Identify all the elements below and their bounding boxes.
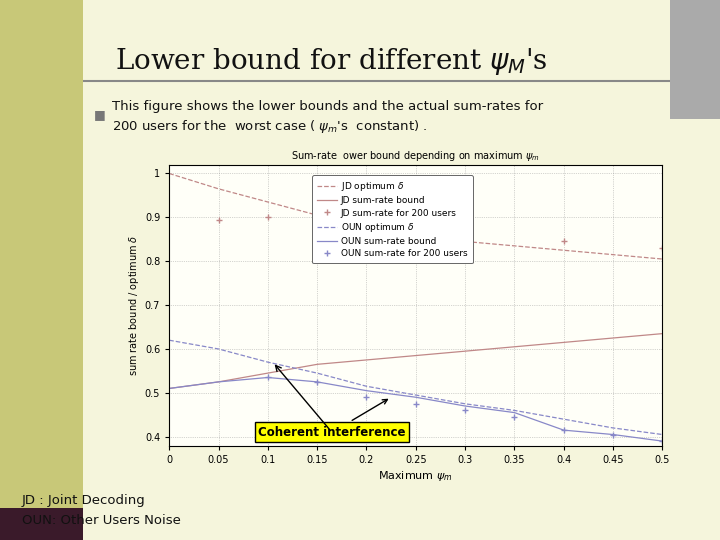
OUN sum-rate bound: [312, 379, 321, 385]
OUN sum-rate for 200 users: [608, 431, 617, 438]
OUN optimum $\delta$: [412, 392, 420, 399]
JD sum-rate bound: [264, 370, 272, 376]
JD optimum $\delta$: [362, 223, 371, 230]
JD optimum $\delta$: [559, 247, 568, 253]
JD optimum $\delta$: [165, 170, 174, 177]
Line: OUN sum-rate bound: OUN sum-rate bound: [169, 377, 662, 441]
OUN sum-rate bound: [658, 438, 667, 444]
OUN sum-rate bound: [559, 427, 568, 434]
Line: JD optimum $\delta$: JD optimum $\delta$: [169, 173, 662, 259]
OUN optimum $\delta$: [559, 416, 568, 422]
Legend: JD optimum $\delta$, JD sum-rate bound, JD sum-rate for 200 users, OUN optimum $: JD optimum $\delta$, JD sum-rate bound, …: [312, 175, 473, 264]
JD sum-rate bound: [312, 361, 321, 368]
Text: OUN: Other Users Noise: OUN: Other Users Noise: [22, 514, 181, 527]
JD optimum $\delta$: [312, 212, 321, 218]
OUN sum-rate for 200 users: [461, 407, 469, 414]
OUN optimum $\delta$: [362, 383, 371, 389]
Title: Sum-rate  ower bound depending on maximum $\psi_m$: Sum-rate ower bound depending on maximum…: [292, 149, 540, 163]
OUN sum-rate bound: [215, 379, 223, 385]
JD optimum $\delta$: [461, 238, 469, 245]
OUN sum-rate bound: [165, 385, 174, 392]
X-axis label: Maximum $\psi_m$: Maximum $\psi_m$: [379, 469, 453, 483]
OUN sum-rate for 200 users: [510, 414, 518, 420]
JD sum-rate for 200 users: [215, 217, 223, 223]
OUN sum-rate for 200 users: [412, 401, 420, 407]
OUN sum-rate bound: [461, 403, 469, 409]
JD sum-rate bound: [658, 330, 667, 337]
JD sum-rate for 200 users: [658, 245, 667, 251]
JD sum-rate for 200 users: [264, 214, 272, 220]
JD sum-rate for 200 users: [362, 217, 371, 223]
JD sum-rate bound: [165, 385, 174, 392]
JD sum-rate for 200 users: [461, 230, 469, 236]
OUN optimum $\delta$: [461, 401, 469, 407]
JD sum-rate bound: [608, 335, 617, 341]
OUN sum-rate for 200 users: [559, 427, 568, 434]
JD sum-rate bound: [362, 357, 371, 363]
JD sum-rate bound: [559, 339, 568, 346]
OUN sum-rate bound: [412, 394, 420, 401]
JD optimum $\delta$: [412, 232, 420, 238]
JD optimum $\delta$: [608, 252, 617, 258]
JD sum-rate bound: [510, 343, 518, 350]
JD sum-rate bound: [461, 348, 469, 354]
Line: OUN optimum $\delta$: OUN optimum $\delta$: [169, 340, 662, 435]
OUN optimum $\delta$: [658, 431, 667, 438]
OUN optimum $\delta$: [264, 359, 272, 366]
Line: JD sum-rate bound: JD sum-rate bound: [169, 334, 662, 388]
JD sum-rate bound: [215, 379, 223, 385]
JD optimum $\delta$: [215, 186, 223, 192]
OUN optimum $\delta$: [165, 337, 174, 343]
Text: JD : Joint Decoding: JD : Joint Decoding: [22, 494, 145, 507]
OUN sum-rate bound: [510, 409, 518, 416]
OUN sum-rate for 200 users: [264, 374, 272, 381]
OUN optimum $\delta$: [608, 424, 617, 431]
OUN sum-rate bound: [264, 374, 272, 381]
Y-axis label: sum rate bound / optimum $\delta$: sum rate bound / optimum $\delta$: [127, 234, 140, 376]
OUN sum-rate for 200 users: [658, 438, 667, 444]
JD optimum $\delta$: [658, 256, 667, 262]
Line: OUN sum-rate for 200 users: OUN sum-rate for 200 users: [264, 374, 666, 444]
OUN optimum $\delta$: [215, 346, 223, 352]
Line: JD sum-rate for 200 users: JD sum-rate for 200 users: [215, 214, 666, 252]
Text: This figure shows the lower bounds and the actual sum-rates for: This figure shows the lower bounds and t…: [112, 100, 543, 113]
OUN sum-rate bound: [608, 431, 617, 438]
Text: ■: ■: [94, 108, 105, 121]
JD sum-rate bound: [412, 352, 420, 359]
JD optimum $\delta$: [510, 242, 518, 249]
OUN sum-rate for 200 users: [362, 394, 371, 401]
OUN optimum $\delta$: [510, 407, 518, 414]
JD sum-rate for 200 users: [559, 238, 568, 245]
Text: 200 users for the  worst case ( $\psi_m$'s  constant) .: 200 users for the worst case ( $\psi_m$'…: [112, 118, 427, 134]
OUN sum-rate bound: [362, 387, 371, 394]
Text: Lower bound for different $\psi_M$'s: Lower bound for different $\psi_M$'s: [115, 46, 548, 77]
JD optimum $\delta$: [264, 199, 272, 205]
OUN sum-rate for 200 users: [312, 379, 321, 385]
OUN optimum $\delta$: [312, 370, 321, 376]
Text: Coherent interference: Coherent interference: [258, 400, 405, 439]
